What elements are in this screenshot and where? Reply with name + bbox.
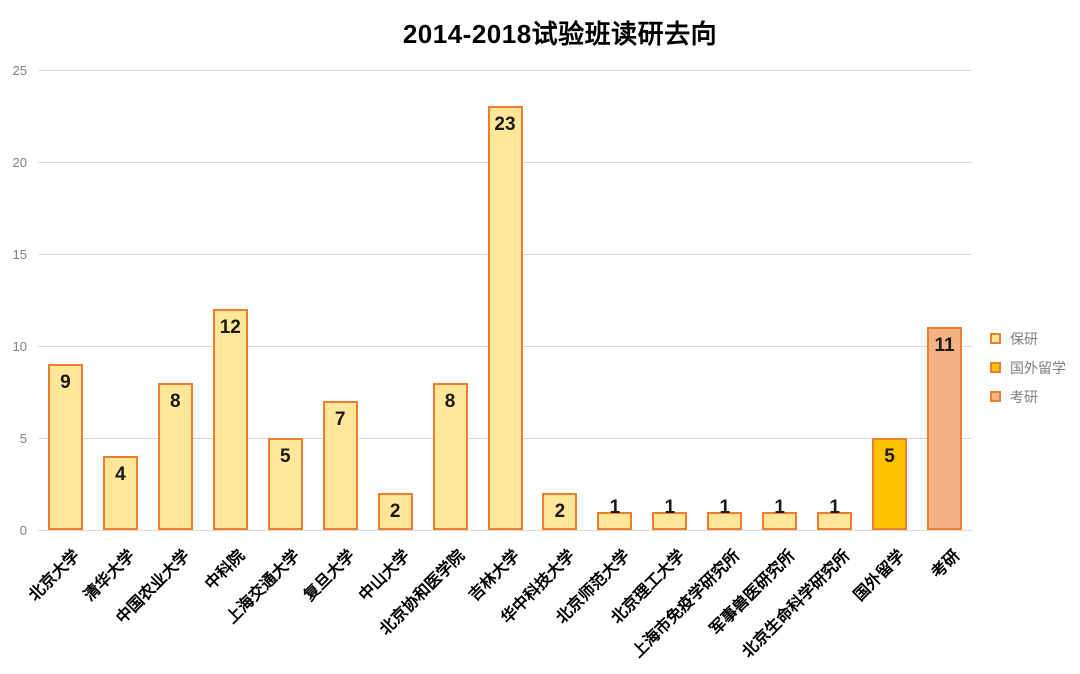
bar-value-label: 5 [884, 445, 895, 467]
bar-value-label: 5 [279, 445, 291, 467]
x-axis-category-label: 北京生命科学研究所 [739, 547, 853, 662]
bar: 1 [817, 498, 853, 530]
legend: 保研 国外留学 考研 [990, 324, 1066, 411]
gridline [38, 69, 972, 71]
bar-value-label: 9 [60, 372, 71, 394]
y-axis-tick-label: 25 [12, 62, 27, 78]
x-axis-category-label: 清华大学 [81, 547, 139, 605]
legend-label: 国外留学 [1010, 359, 1066, 376]
bar: 2 [377, 493, 413, 530]
bar-value-label: 1 [719, 496, 731, 518]
gridline [38, 530, 972, 531]
bar: 1 [762, 498, 798, 530]
bar: 8 [432, 382, 468, 530]
bar-value-label: 8 [170, 390, 181, 412]
bar-value-label: 23 [494, 114, 516, 136]
legend-swatch-icon [990, 391, 1001, 402]
bar: 11 [927, 327, 963, 530]
bar-value-label: 1 [774, 496, 785, 518]
legend-swatch-icon [990, 362, 1001, 373]
y-axis-tick-label: 15 [12, 246, 27, 262]
x-axis-category-label: 上海市免疫学研究所 [629, 547, 744, 662]
legend-label: 考研 [1010, 388, 1038, 405]
bar: 12 [212, 308, 248, 530]
x-axis-category-label: 国外留学 [850, 547, 908, 605]
legend-item: 国外留学 [990, 353, 1066, 382]
bar-value-label: 7 [334, 409, 346, 431]
bar-value-label: 12 [219, 316, 241, 338]
bar: 2 [542, 493, 578, 530]
bar: 1 [597, 498, 633, 530]
legend-item: 保研 [990, 324, 1066, 353]
bar: 1 [652, 498, 688, 530]
bar-value-label: 1 [664, 496, 676, 518]
bar-value-label: 1 [829, 496, 840, 518]
legend-item: 考研 [990, 382, 1066, 411]
legend-swatch-icon [990, 333, 1001, 344]
bar: 23 [487, 106, 523, 530]
y-axis-tick-label: 10 [12, 338, 27, 354]
bar: 4 [102, 456, 138, 530]
bar: 5 [267, 437, 303, 530]
bar-value-label: 8 [444, 390, 456, 412]
x-axis-category-label: 考研 [928, 547, 963, 582]
legend-label: 保研 [1010, 330, 1038, 347]
bar-value-label: 2 [389, 501, 401, 523]
bar: 9 [47, 364, 83, 530]
chart-title: 2014-2018试验班读研去向 [402, 19, 718, 49]
y-axis-tick-label: 0 [19, 523, 27, 538]
bar: 5 [872, 437, 908, 530]
bar-value-label: 2 [554, 501, 566, 523]
bar-value-label: 4 [115, 464, 126, 486]
bar: 8 [157, 382, 193, 530]
bar-value-label: 11 [934, 335, 955, 357]
x-axis-category-label: 中山大学 [356, 547, 414, 605]
x-axis-category-label: 中科院 [202, 547, 249, 594]
bar: 1 [707, 498, 743, 530]
y-axis-tick-label: 5 [19, 430, 27, 446]
x-axis-category-label: 吉林大学 [466, 547, 524, 605]
bar: 7 [322, 401, 358, 530]
x-axis-category-label: 复旦大学 [301, 547, 359, 605]
x-axis-category-label: 北京大学 [26, 547, 84, 605]
y-axis-tick-label: 20 [12, 154, 27, 170]
bar-value-label: 1 [609, 496, 621, 518]
